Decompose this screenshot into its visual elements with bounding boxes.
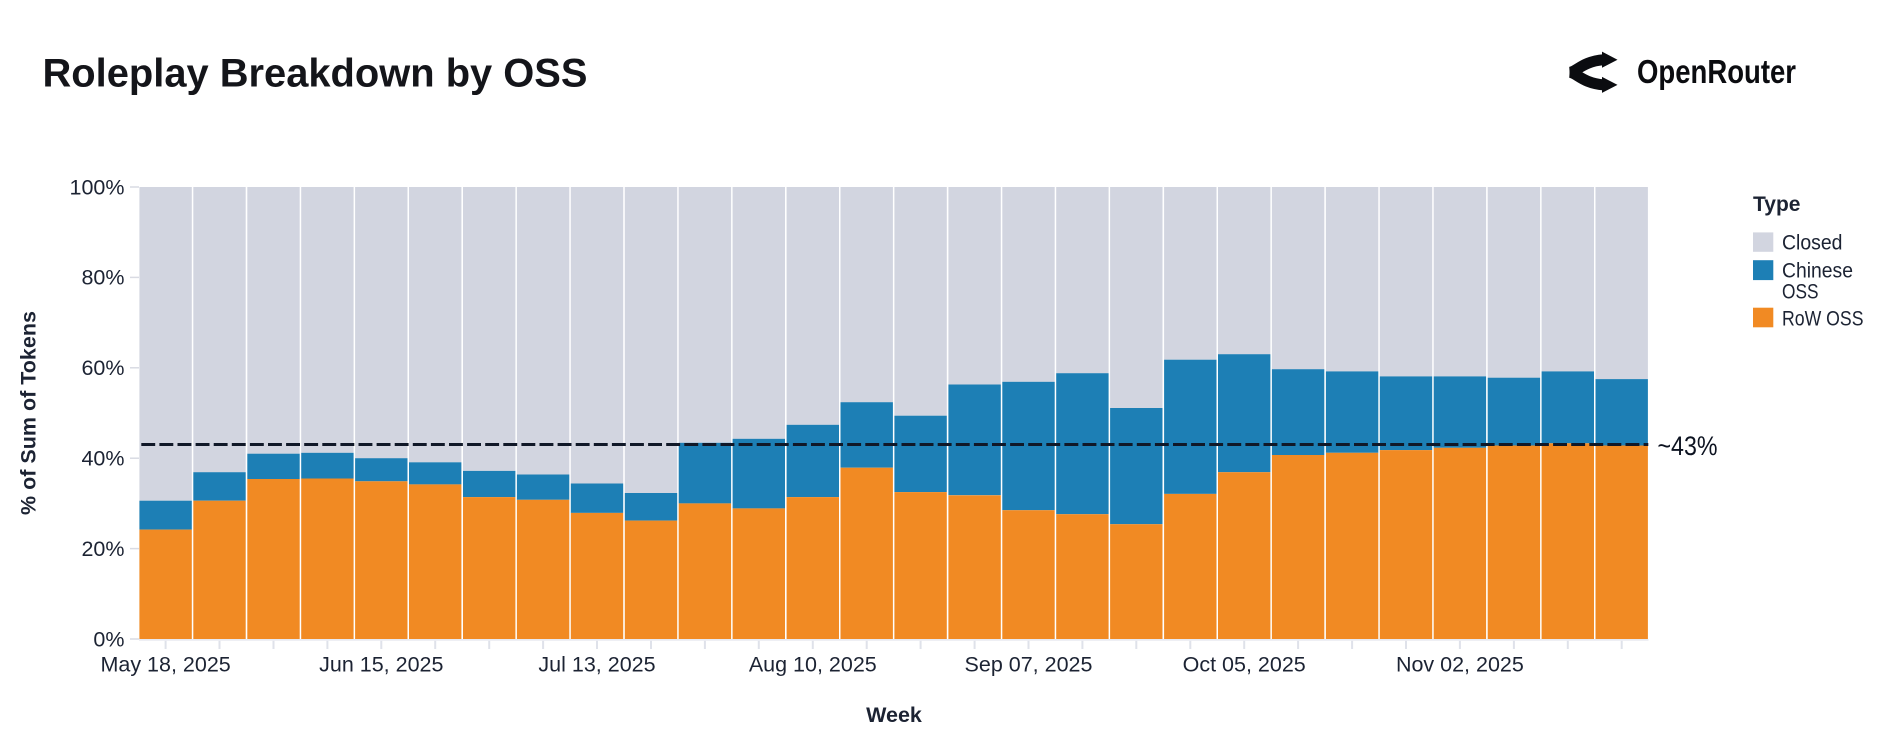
svg-text:Nov 02, 2025: Nov 02, 2025 — [1396, 653, 1524, 677]
svg-text:20%: 20% — [81, 537, 124, 561]
svg-text:Week: Week — [866, 703, 922, 727]
svg-text:40%: 40% — [81, 447, 124, 471]
svg-text:80%: 80% — [81, 266, 124, 290]
svg-text:May 18, 2025: May 18, 2025 — [100, 653, 230, 677]
svg-text:Jun 15, 2025: Jun 15, 2025 — [319, 653, 443, 677]
svg-text:Oct 05, 2025: Oct 05, 2025 — [1183, 653, 1306, 677]
svg-text:0%: 0% — [93, 627, 124, 651]
svg-text:OpenRouter: OpenRouter — [1637, 54, 1796, 91]
svg-text:60%: 60% — [81, 356, 124, 380]
svg-text:Type: Type — [1753, 192, 1801, 216]
svg-text:100%: 100% — [70, 175, 125, 199]
svg-text:RoW OSS: RoW OSS — [1782, 307, 1864, 331]
svg-text:Sep 07, 2025: Sep 07, 2025 — [965, 653, 1093, 677]
svg-text:Jul 13, 2025: Jul 13, 2025 — [538, 653, 655, 677]
svg-text:~43%: ~43% — [1658, 431, 1718, 461]
svg-text:Closed: Closed — [1782, 231, 1843, 255]
svg-text:% of Sum of Tokens: % of Sum of Tokens — [17, 311, 41, 515]
svg-text:Chinese: Chinese — [1782, 259, 1853, 283]
svg-text:OSS: OSS — [1782, 280, 1819, 304]
svg-text:Roleplay Breakdown by OSS: Roleplay Breakdown by OSS — [43, 52, 588, 96]
svg-text:Aug 10, 2025: Aug 10, 2025 — [749, 653, 877, 677]
